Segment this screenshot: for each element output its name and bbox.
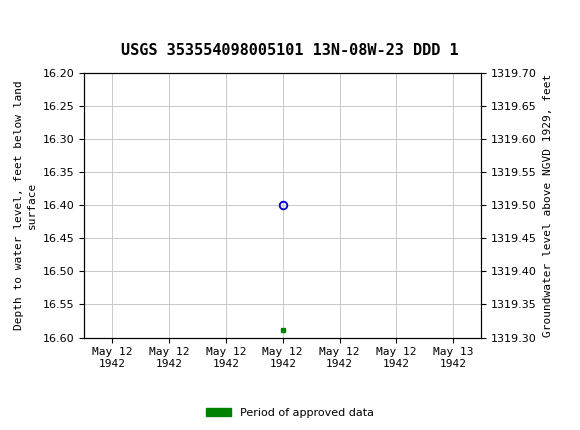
Text: ≡USGS: ≡USGS: [3, 11, 74, 29]
Text: USGS 353554098005101 13N-08W-23 DDD 1: USGS 353554098005101 13N-08W-23 DDD 1: [121, 43, 459, 58]
Y-axis label: Depth to water level, feet below land
surface: Depth to water level, feet below land su…: [14, 80, 37, 330]
Y-axis label: Groundwater level above NGVD 1929, feet: Groundwater level above NGVD 1929, feet: [542, 74, 553, 337]
Legend: Period of approved data: Period of approved data: [202, 403, 378, 422]
